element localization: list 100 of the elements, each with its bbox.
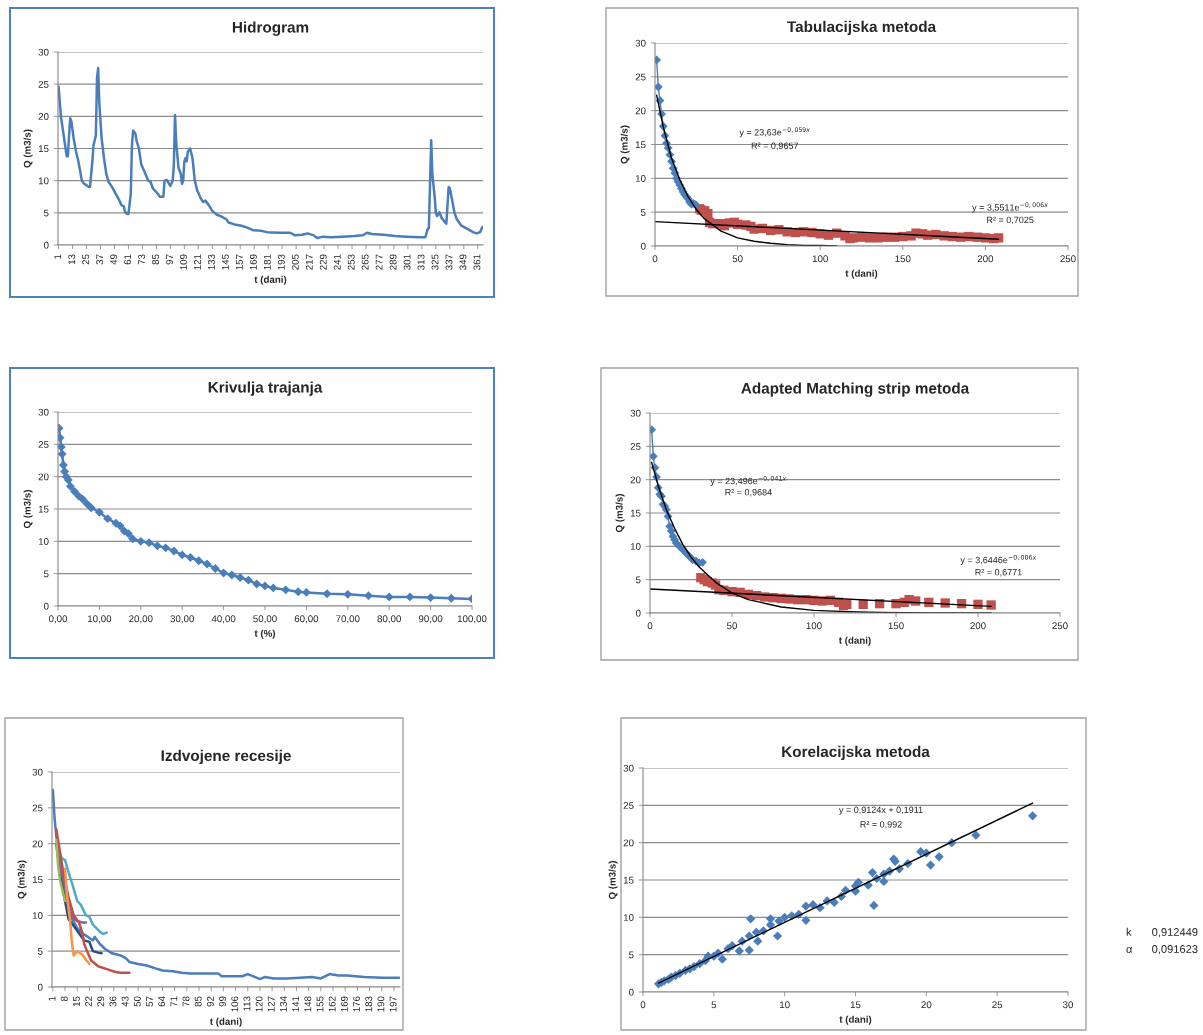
- y-tick-label: 5: [628, 951, 634, 959]
- annotation: y = 3,5511e$^{−0,006x}$: [972, 202, 1049, 213]
- x-tick-label: 265: [361, 254, 369, 270]
- x-tick-label: 5: [711, 1001, 717, 1009]
- x-axis-title: t (dani): [254, 275, 287, 285]
- x-tick-label: 106: [231, 996, 239, 1012]
- y-tick-label: 0: [43, 241, 49, 249]
- x-tick-label: 61: [124, 254, 132, 265]
- x-tick-label: 349: [459, 254, 467, 270]
- y-axis-title: Q (m3/s): [620, 125, 630, 164]
- x-tick-label: 100: [806, 622, 822, 630]
- x-tick-label: 13: [68, 254, 76, 265]
- x-tick-label: 197: [389, 996, 397, 1012]
- x-tick-label: 145: [222, 254, 229, 270]
- annotation: R² = 0,992: [860, 821, 902, 829]
- x-tick-label: 50: [133, 996, 141, 1007]
- y-tick-label: 25: [32, 804, 43, 812]
- x-tick-label: 157: [236, 254, 243, 270]
- x-tick-label: 10: [780, 1001, 790, 1009]
- y-tick-label: 0: [628, 988, 634, 996]
- y-tick-label: 10: [38, 538, 49, 545]
- y-tick-label: 5: [37, 948, 43, 955]
- x-tick-label: 134: [280, 996, 287, 1012]
- x-tick-label: 29: [97, 996, 105, 1007]
- y-tick-label: 20: [623, 839, 634, 847]
- annotation: y = 23,63e$^{−0,059x}$: [739, 127, 810, 138]
- y-tick-label: 10: [32, 912, 43, 919]
- x-tick-label: 120: [255, 996, 263, 1012]
- x-axis-title: t (dani): [839, 1015, 872, 1025]
- x-tick-label: 36: [109, 996, 117, 1007]
- x-tick-label: 241: [333, 254, 341, 270]
- x-tick-label: 57: [146, 996, 153, 1007]
- y-tick-label: 30: [635, 39, 646, 47]
- x-tick-label: 40,00: [211, 615, 236, 624]
- x-tick-label: 25: [992, 1001, 1003, 1009]
- text: 0,912449: [1152, 928, 1198, 938]
- x-tick-label: 313: [417, 254, 425, 270]
- y-tick-label: 10: [623, 914, 634, 921]
- x-tick-label: 169: [340, 996, 348, 1012]
- x-tick-label: 60,00: [294, 615, 319, 624]
- y-tick-label: 15: [32, 876, 43, 884]
- y-axis-title: Q (m3/s): [615, 494, 625, 533]
- y-tick-label: 20: [32, 840, 43, 848]
- x-tick-label: 73: [138, 254, 146, 265]
- x-tick-label: 190: [377, 996, 385, 1012]
- y-tick-label: 20: [635, 107, 646, 115]
- y-tick-label: 25: [623, 802, 634, 809]
- x-tick-label: 100: [812, 255, 828, 263]
- y-tick-label: 0: [635, 609, 641, 617]
- chart-title: Izdvojene recesije: [161, 749, 291, 765]
- y-tick-label: 30: [38, 48, 49, 56]
- x-tick-label: 0: [652, 255, 658, 263]
- x-tick-label: 64: [158, 996, 166, 1007]
- x-tick-label: 8: [60, 996, 68, 1002]
- x-tick-label: 1: [48, 996, 56, 1001]
- x-tick-label: 301: [403, 254, 411, 270]
- x-tick-label: 127: [267, 996, 275, 1012]
- x-tick-label: 37: [96, 254, 104, 265]
- chart-title: Korelacijska metoda: [782, 745, 930, 761]
- y-tick-label: 25: [635, 73, 646, 81]
- x-tick-label: 70,00: [336, 615, 360, 624]
- y-tick-label: 15: [630, 509, 641, 517]
- x-tick-label: 80,00: [377, 615, 401, 624]
- x-axis-title: t (dani): [845, 269, 878, 279]
- x-tick-label: 0,00: [48, 615, 68, 624]
- text: 0,091623: [1152, 945, 1198, 955]
- x-tick-label: 1: [54, 254, 62, 259]
- y-tick-label: 15: [623, 876, 634, 884]
- x-tick-label: 25: [82, 254, 90, 265]
- x-tick-label: 193: [277, 254, 285, 270]
- y-tick-label: 0: [43, 602, 49, 610]
- y-axis-title: Q (m3/s): [17, 860, 27, 899]
- x-tick-label: 250: [1060, 255, 1076, 263]
- x-tick-label: 20: [921, 1001, 932, 1009]
- y-tick-label: 5: [43, 570, 49, 578]
- x-tick-label: 30: [1062, 1001, 1074, 1009]
- y-tick-label: 20: [38, 113, 49, 120]
- y-tick-label: 5: [640, 209, 646, 216]
- x-tick-label: 43: [121, 996, 129, 1007]
- x-tick-label: 361: [473, 254, 481, 270]
- x-tick-label: 0: [647, 622, 653, 630]
- x-tick-label: 200: [970, 622, 986, 630]
- y-tick-label: 25: [38, 80, 49, 88]
- x-tick-label: 155: [316, 996, 324, 1012]
- x-tick-label: 133: [208, 254, 215, 270]
- y-tick-label: 15: [38, 505, 49, 513]
- x-tick-label: 78: [182, 996, 190, 1007]
- chart-title: Tabulacijska metoda: [787, 20, 937, 36]
- x-tick-label: 141: [292, 996, 299, 1012]
- x-tick-label: 113: [243, 996, 251, 1011]
- x-tick-label: 169: [249, 254, 257, 270]
- y-tick-label: 15: [38, 145, 49, 153]
- annotation: R² = 0,9684: [725, 489, 772, 497]
- x-tick-label: 100,00: [457, 615, 487, 624]
- y-tick-label: 5: [43, 209, 49, 217]
- y-tick-label: 0: [640, 242, 646, 250]
- x-tick-label: 97: [166, 254, 173, 265]
- y-tick-label: 25: [38, 441, 49, 448]
- x-tick-label: 49: [110, 254, 118, 265]
- x-tick-label: 217: [305, 254, 313, 270]
